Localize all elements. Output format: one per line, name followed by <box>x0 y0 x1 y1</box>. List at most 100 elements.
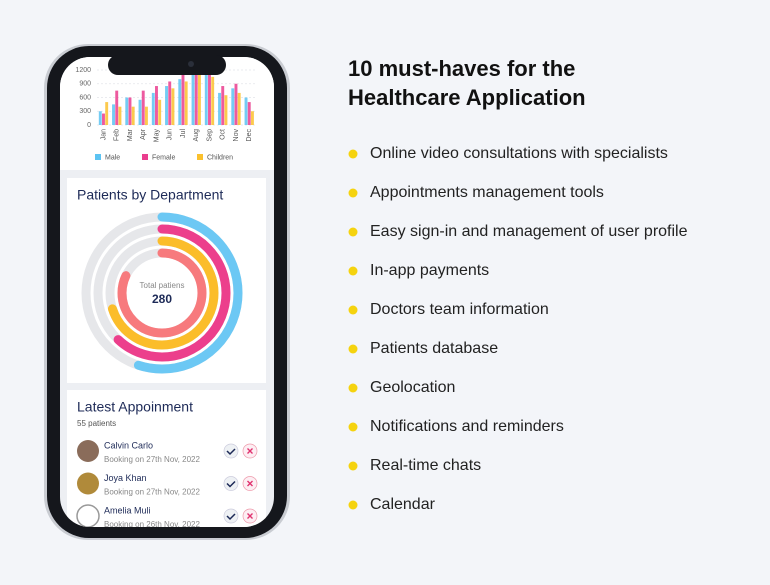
legend-label: Children <box>207 154 233 161</box>
bar <box>224 95 228 125</box>
y-tick-label: 1200 <box>75 67 91 74</box>
bar <box>105 102 109 125</box>
bar <box>165 86 168 125</box>
bar <box>211 76 215 125</box>
donut-total: 280 <box>152 292 172 306</box>
y-tick-label: 900 <box>79 81 91 88</box>
bar <box>247 102 251 125</box>
check-icon <box>226 448 236 456</box>
bullet <box>348 266 358 276</box>
legend-label: Female <box>152 154 175 161</box>
bar <box>231 88 235 125</box>
bar <box>131 106 135 125</box>
patient-name: Joya Khan <box>104 473 147 483</box>
bar <box>204 72 208 125</box>
bar <box>237 92 241 125</box>
feature-item: Appointments management tools <box>370 184 604 201</box>
camera <box>188 61 194 67</box>
bar <box>197 74 201 125</box>
feature-item: Easy sign-in and management of user prof… <box>370 223 688 240</box>
feature-item: Notifications and reminders <box>370 418 564 435</box>
booking-date: Booking on 26th Nov, 2022 <box>104 520 200 529</box>
notch <box>108 55 226 75</box>
bar <box>181 74 185 125</box>
bar <box>102 113 105 125</box>
ring-arc <box>81 212 243 374</box>
feature-item: Real-time chats <box>370 457 481 474</box>
heading: Healthcare Application <box>348 85 586 110</box>
bullet <box>348 305 358 315</box>
avatar <box>77 472 99 495</box>
screen-content: 0 300 600 900 1200 Jan Feb Mar Apr May Jun Jul Aug Se… <box>60 57 274 529</box>
feature-item: Patients database <box>370 340 498 357</box>
bar <box>144 106 148 125</box>
accept-button[interactable] <box>223 443 239 459</box>
x-tick-label: May <box>153 129 160 143</box>
x-tick-label: Aug <box>193 129 200 142</box>
donut-title: Patients by Department <box>77 187 223 203</box>
bar <box>115 90 119 125</box>
y-tick-label: 0 <box>87 122 91 129</box>
avatar <box>76 504 100 527</box>
bullet <box>348 227 358 237</box>
check-icon <box>226 513 236 521</box>
bullet <box>348 149 358 159</box>
feature-item: In-app payments <box>370 262 489 279</box>
x-tick-label: Sep <box>206 129 213 142</box>
booking-date: Booking on 27th Nov, 2022 <box>104 455 200 464</box>
accept-button[interactable] <box>223 476 239 491</box>
bar <box>155 86 158 125</box>
bar <box>194 70 198 125</box>
bar <box>218 92 221 125</box>
ring-arc <box>105 236 219 350</box>
donut-center-label: Total patiens <box>140 281 185 290</box>
x-tick-label: Jun <box>167 129 174 140</box>
booking-date: Booking on 27th Nov, 2022 <box>104 488 200 497</box>
feature-item: Online video consultations with speciali… <box>370 145 668 162</box>
bar <box>138 99 142 125</box>
cross-icon <box>247 480 253 487</box>
x-tick-label: Feb <box>114 129 121 141</box>
bar <box>158 99 162 125</box>
x-tick-label: Dec <box>246 129 253 142</box>
bullet <box>348 461 358 471</box>
patient-name: Amelia Muli <box>104 505 151 515</box>
bar <box>234 83 238 125</box>
appointments-title: Latest Appoinment <box>77 399 193 415</box>
x-tick-label: Oct <box>220 129 227 140</box>
bar <box>184 81 188 125</box>
cross-icon <box>247 513 253 519</box>
avatar <box>77 440 99 462</box>
x-tick-label: Jul <box>180 129 187 138</box>
legend-swatch <box>142 154 148 160</box>
bar <box>178 79 182 125</box>
ring-arc <box>93 224 231 362</box>
x-tick-label: Apr <box>140 128 147 140</box>
bar <box>208 70 211 125</box>
legend-swatch <box>197 154 203 160</box>
bullet <box>348 188 358 198</box>
bar <box>168 81 172 125</box>
x-tick-label: Jan <box>100 129 107 140</box>
cross-icon <box>247 448 253 454</box>
feature-item: Calendar <box>370 496 436 513</box>
check-icon <box>226 480 236 488</box>
appointment-card <box>67 390 266 527</box>
accept-button[interactable] <box>223 508 239 524</box>
bullet <box>348 500 358 510</box>
y-tick-label: 600 <box>79 94 91 101</box>
bar <box>125 97 129 125</box>
legend-label: Male <box>105 154 120 161</box>
x-tick-label: Nov <box>233 129 240 142</box>
bar <box>118 106 122 125</box>
x-tick-label: Mar <box>127 128 134 141</box>
bar <box>141 90 145 125</box>
bullet <box>348 344 358 354</box>
bar <box>250 111 254 125</box>
bar <box>221 86 225 125</box>
patient-name: Calvin Carlo <box>104 440 153 450</box>
ring-arc <box>117 248 207 338</box>
bar <box>128 97 132 125</box>
bar <box>112 104 115 125</box>
feature-item: Doctors team information <box>370 301 549 318</box>
